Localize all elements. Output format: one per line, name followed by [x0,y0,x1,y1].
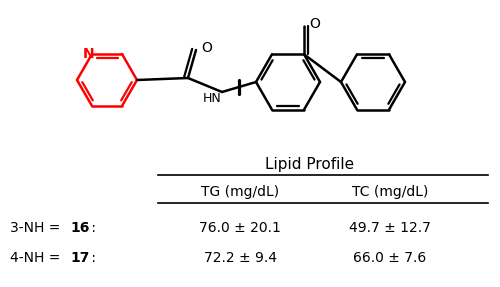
Text: TG (mg/dL): TG (mg/dL) [201,185,279,199]
Text: 3-NH =: 3-NH = [10,221,65,235]
Text: :: : [87,251,96,265]
Text: 66.0 ± 7.6: 66.0 ± 7.6 [354,251,426,265]
Text: Lipid Profile: Lipid Profile [266,158,354,172]
Text: N: N [83,47,95,61]
Text: O: O [309,17,320,31]
Text: HN: HN [202,92,222,104]
Text: 76.0 ± 20.1: 76.0 ± 20.1 [199,221,281,235]
Text: 49.7 ± 12.7: 49.7 ± 12.7 [349,221,431,235]
Text: O: O [201,41,212,55]
Text: 17: 17 [70,251,89,265]
Text: 72.2 ± 9.4: 72.2 ± 9.4 [204,251,277,265]
Text: 4-NH =: 4-NH = [10,251,65,265]
Text: :: : [87,221,96,235]
Text: 16: 16 [70,221,89,235]
Text: TC (mg/dL): TC (mg/dL) [352,185,428,199]
